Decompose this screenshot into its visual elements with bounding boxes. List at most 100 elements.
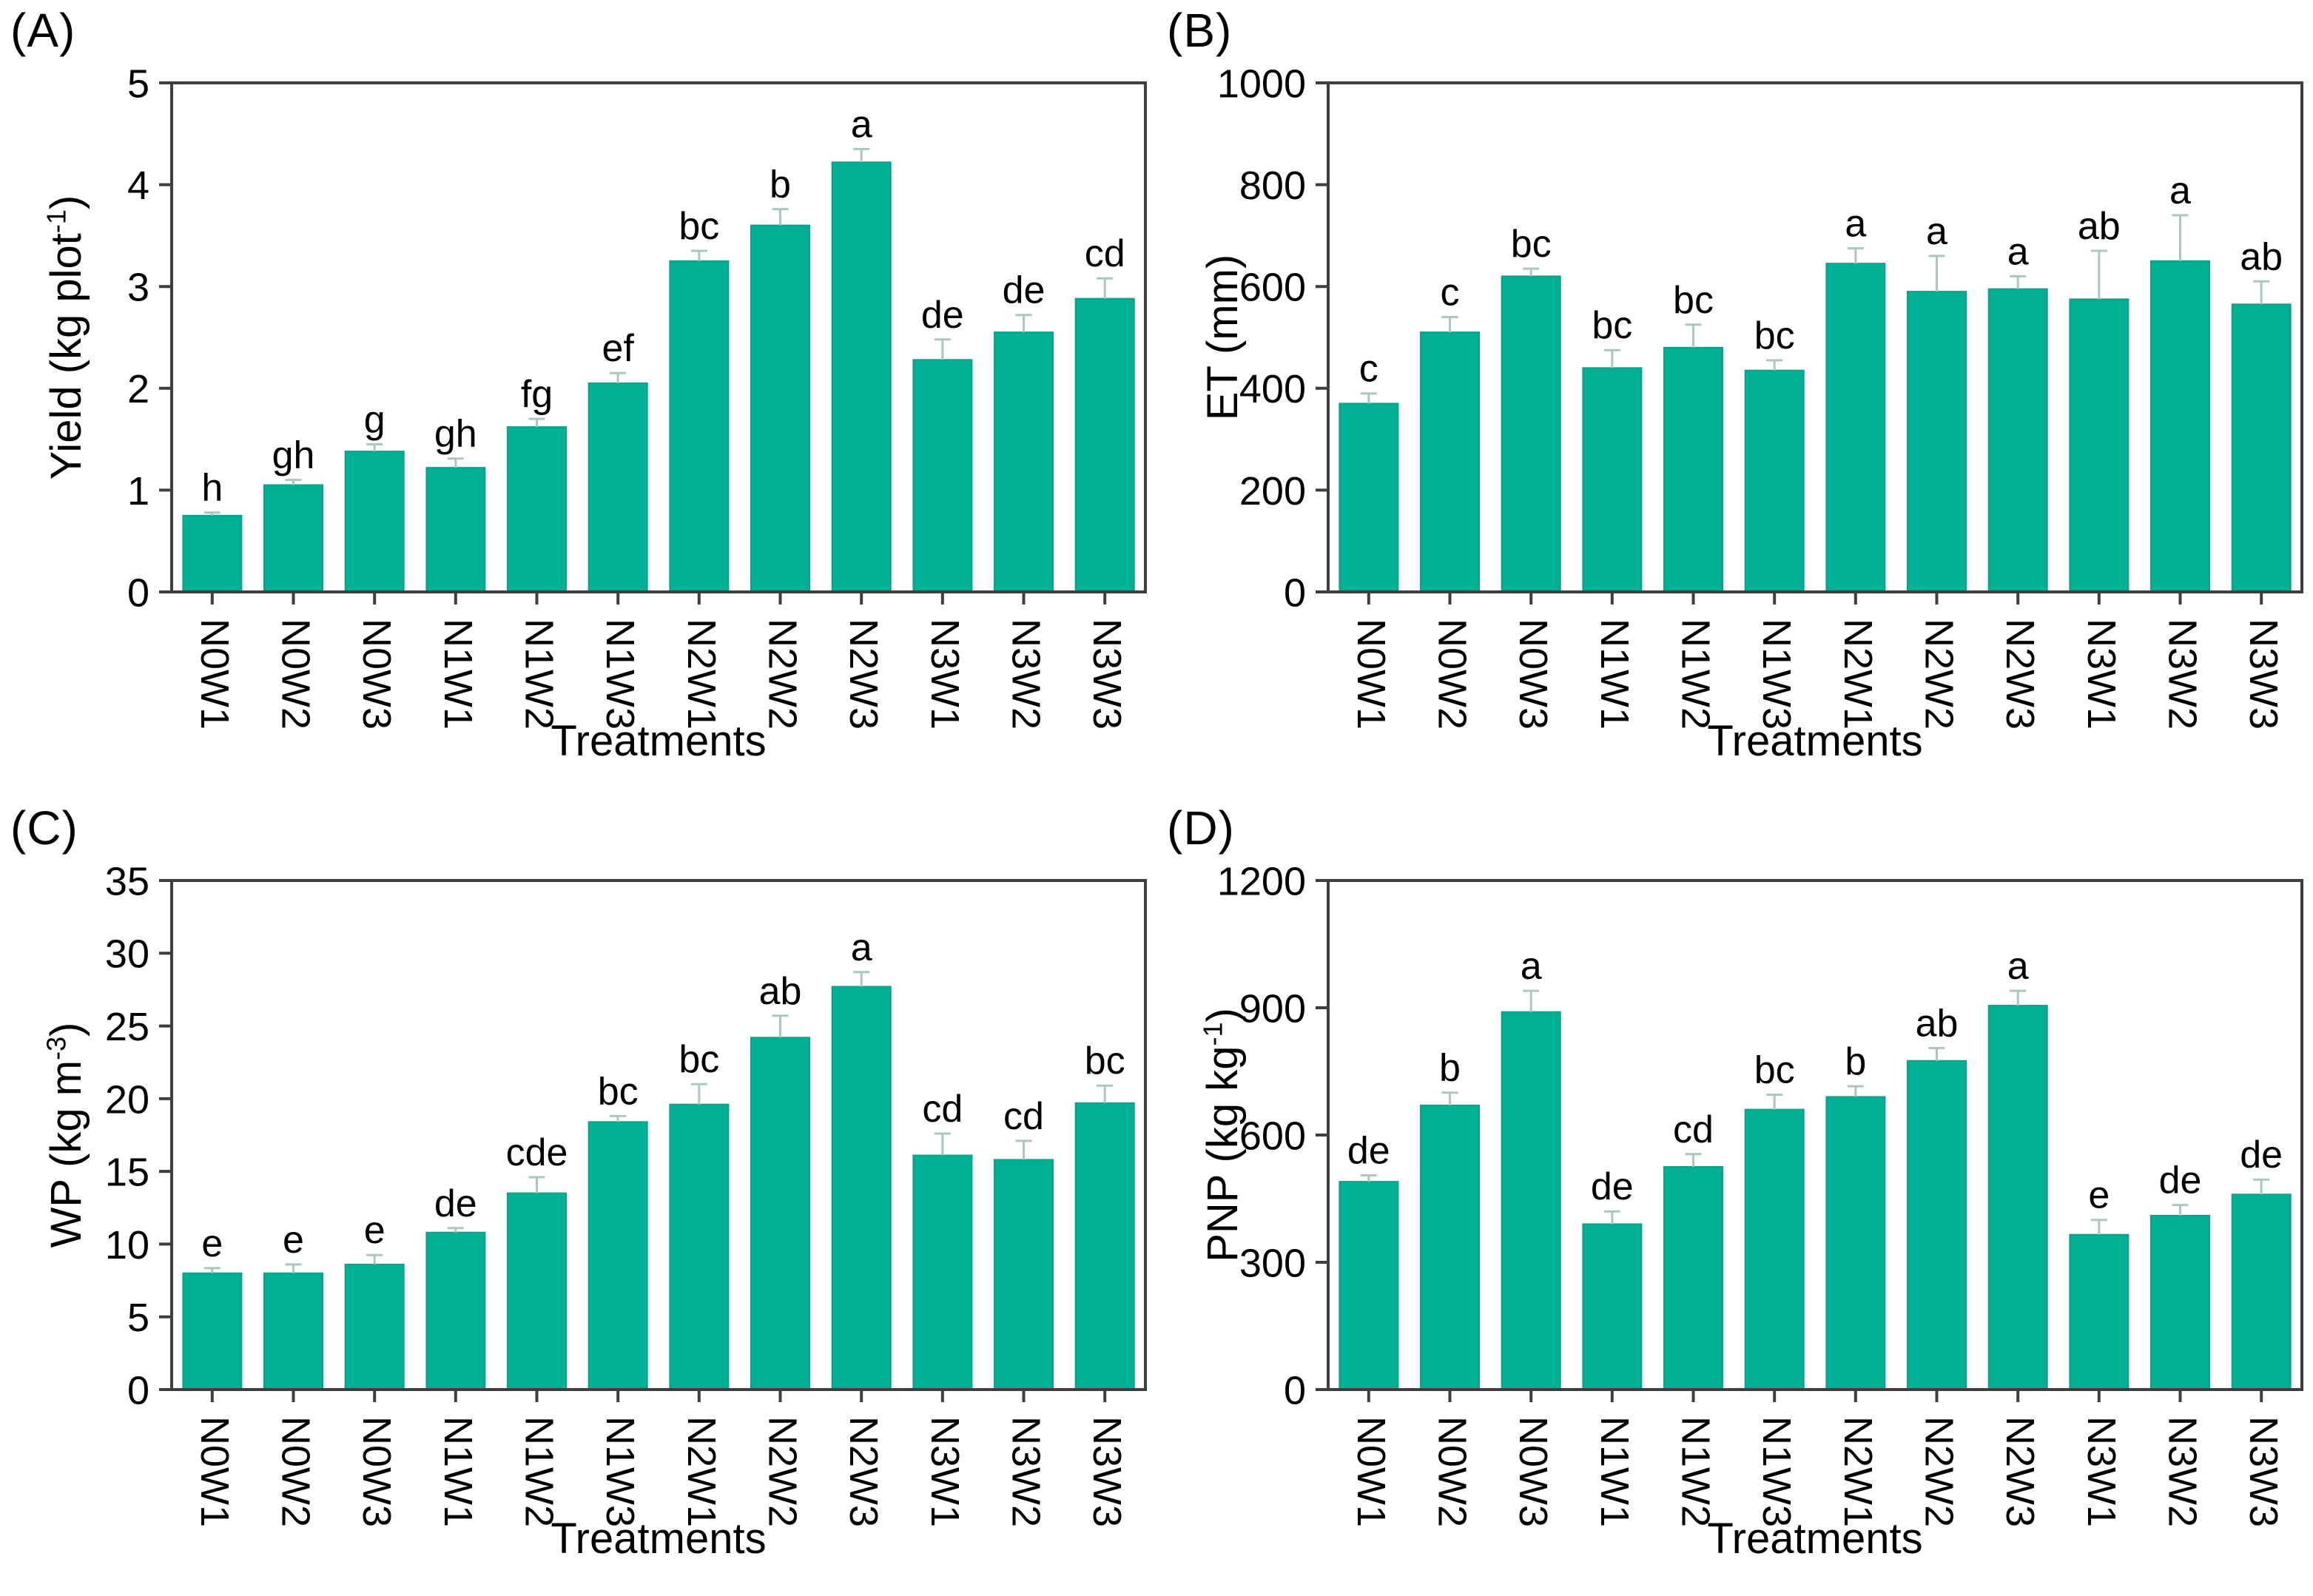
error-bar	[2090, 249, 2107, 300]
x-tick-label: N2W3	[1998, 1416, 2042, 1527]
error-bar	[2172, 1204, 2189, 1216]
bar	[1582, 367, 1643, 593]
bar	[1744, 369, 1805, 593]
bar	[1074, 297, 1135, 593]
x-tick-label: N3W1	[923, 1416, 967, 1527]
significance-letter: de	[921, 294, 964, 337]
x-tick-label: N1W2	[517, 1416, 562, 1527]
error-bar	[1766, 1094, 1783, 1110]
x-tick-label: N3W3	[2241, 619, 2286, 730]
x-tick-label: N0W1	[1349, 619, 1393, 730]
error-bar	[2010, 989, 2027, 1006]
bar	[1420, 1104, 1480, 1390]
error-bar	[528, 417, 545, 428]
error-bar	[1015, 314, 1032, 333]
significance-letter: cde	[506, 1131, 568, 1174]
x-tick-label: N1W3	[598, 1416, 642, 1527]
x-tick-label: N2W3	[1998, 619, 2042, 730]
significance-letter: bc	[1592, 304, 1632, 347]
significance-letter: a	[851, 926, 872, 969]
bar	[1825, 263, 1886, 593]
y-tick-label: 35	[105, 859, 149, 903]
error-bar	[2172, 214, 2189, 261]
bar	[507, 426, 567, 593]
y-tick-label: 600	[1239, 1114, 1306, 1158]
error-bar	[610, 1114, 627, 1122]
significance-letter: b	[770, 164, 791, 206]
x-tick-label: N1W2	[1674, 619, 1718, 730]
y-tick-label: 1200	[1217, 859, 1306, 903]
x-tick-label: N2W1	[679, 619, 724, 730]
error-bar	[1097, 277, 1114, 299]
bar	[1825, 1096, 1886, 1390]
significance-letter: g	[364, 399, 386, 442]
x-tick-label: N0W2	[1430, 1416, 1475, 1527]
error-bar	[1766, 359, 1783, 371]
x-tick-label: N0W2	[274, 1416, 318, 1527]
x-tick-label: N3W2	[1004, 1416, 1048, 1527]
x-tick-label: N2W2	[761, 619, 805, 730]
significance-letter: de	[2159, 1159, 2202, 1202]
significance-letter: ef	[602, 327, 635, 370]
x-tick-label: N1W1	[1592, 619, 1637, 730]
significance-letter: a	[2169, 169, 2191, 212]
x-tick-label: N1W1	[436, 1416, 480, 1527]
x-axis-label: Treatments	[551, 1515, 767, 1563]
bar	[1582, 1223, 1643, 1391]
y-tick-label: 0	[1284, 1368, 1306, 1413]
panel-b: (B) ET (mm) c c bc bc bc bc a a a ab a ab 0 200 400 600…	[1156, 0, 2313, 798]
bar	[1501, 275, 1561, 593]
x-tick-label: N0W1	[192, 619, 237, 730]
panel-d: (D) PNP (kg kg-1) de b a de cd bc b ab a e de de 0 30…	[1156, 798, 2313, 1596]
y-tick-label: 400	[1239, 367, 1306, 411]
error-bar	[1685, 1153, 1702, 1167]
x-tick-label: N0W3	[354, 1416, 399, 1527]
y-tick-label: 300	[1239, 1241, 1306, 1285]
x-tick-label: N3W1	[923, 619, 967, 730]
significance-letter: b	[1845, 1040, 1866, 1083]
bar	[750, 1037, 810, 1390]
error-bar	[1928, 255, 1945, 292]
panel-a: (A) Yield (kg plot-1) h gh g gh fg ef bc b a de de…	[0, 0, 1156, 798]
bar	[1501, 1011, 1561, 1390]
plot-box	[170, 879, 1147, 1391]
panel-tag-b: (B)	[1167, 4, 1233, 57]
bar	[1420, 331, 1480, 593]
x-tick-label: N3W2	[2161, 1416, 2205, 1527]
significance-letter: c	[1441, 272, 1460, 314]
error-bar	[1097, 1084, 1114, 1103]
significance-letter: de	[434, 1182, 477, 1225]
error-bar	[366, 443, 383, 452]
x-tick-label: N1W1	[1592, 1416, 1637, 1527]
bar	[669, 260, 730, 593]
error-bar	[2253, 1178, 2270, 1195]
x-axis-label: Treatments	[1707, 1515, 1923, 1563]
y-tick-label: 800	[1239, 164, 1306, 208]
error-bar	[366, 1253, 383, 1265]
x-tick-label: N0W2	[274, 619, 318, 730]
plot-box	[1327, 81, 2303, 593]
x-tick-label: N3W1	[2079, 619, 2124, 730]
significance-letter: bc	[1511, 223, 1552, 266]
error-bar	[772, 208, 789, 226]
bar	[425, 1231, 486, 1391]
significance-letter: fg	[521, 373, 553, 416]
y-tick-label: 600	[1239, 266, 1306, 310]
bar	[263, 1272, 323, 1391]
error-bar	[447, 457, 464, 468]
bar	[344, 451, 405, 593]
y-tick-label: 1000	[1217, 61, 1306, 106]
y-tick-label: 1	[127, 469, 149, 514]
x-axis-label: Treatments	[1707, 717, 1923, 765]
error-bar	[1523, 989, 1540, 1012]
bar	[831, 161, 892, 593]
x-tick-label: N0W1	[1349, 1416, 1393, 1527]
bar	[2231, 1193, 2292, 1390]
y-tick-label: 2	[127, 367, 149, 411]
bar	[1339, 1181, 1399, 1390]
y-tick-label: 3	[127, 266, 149, 310]
error-bar	[285, 1263, 302, 1273]
y-tick-label: 15	[105, 1151, 149, 1195]
